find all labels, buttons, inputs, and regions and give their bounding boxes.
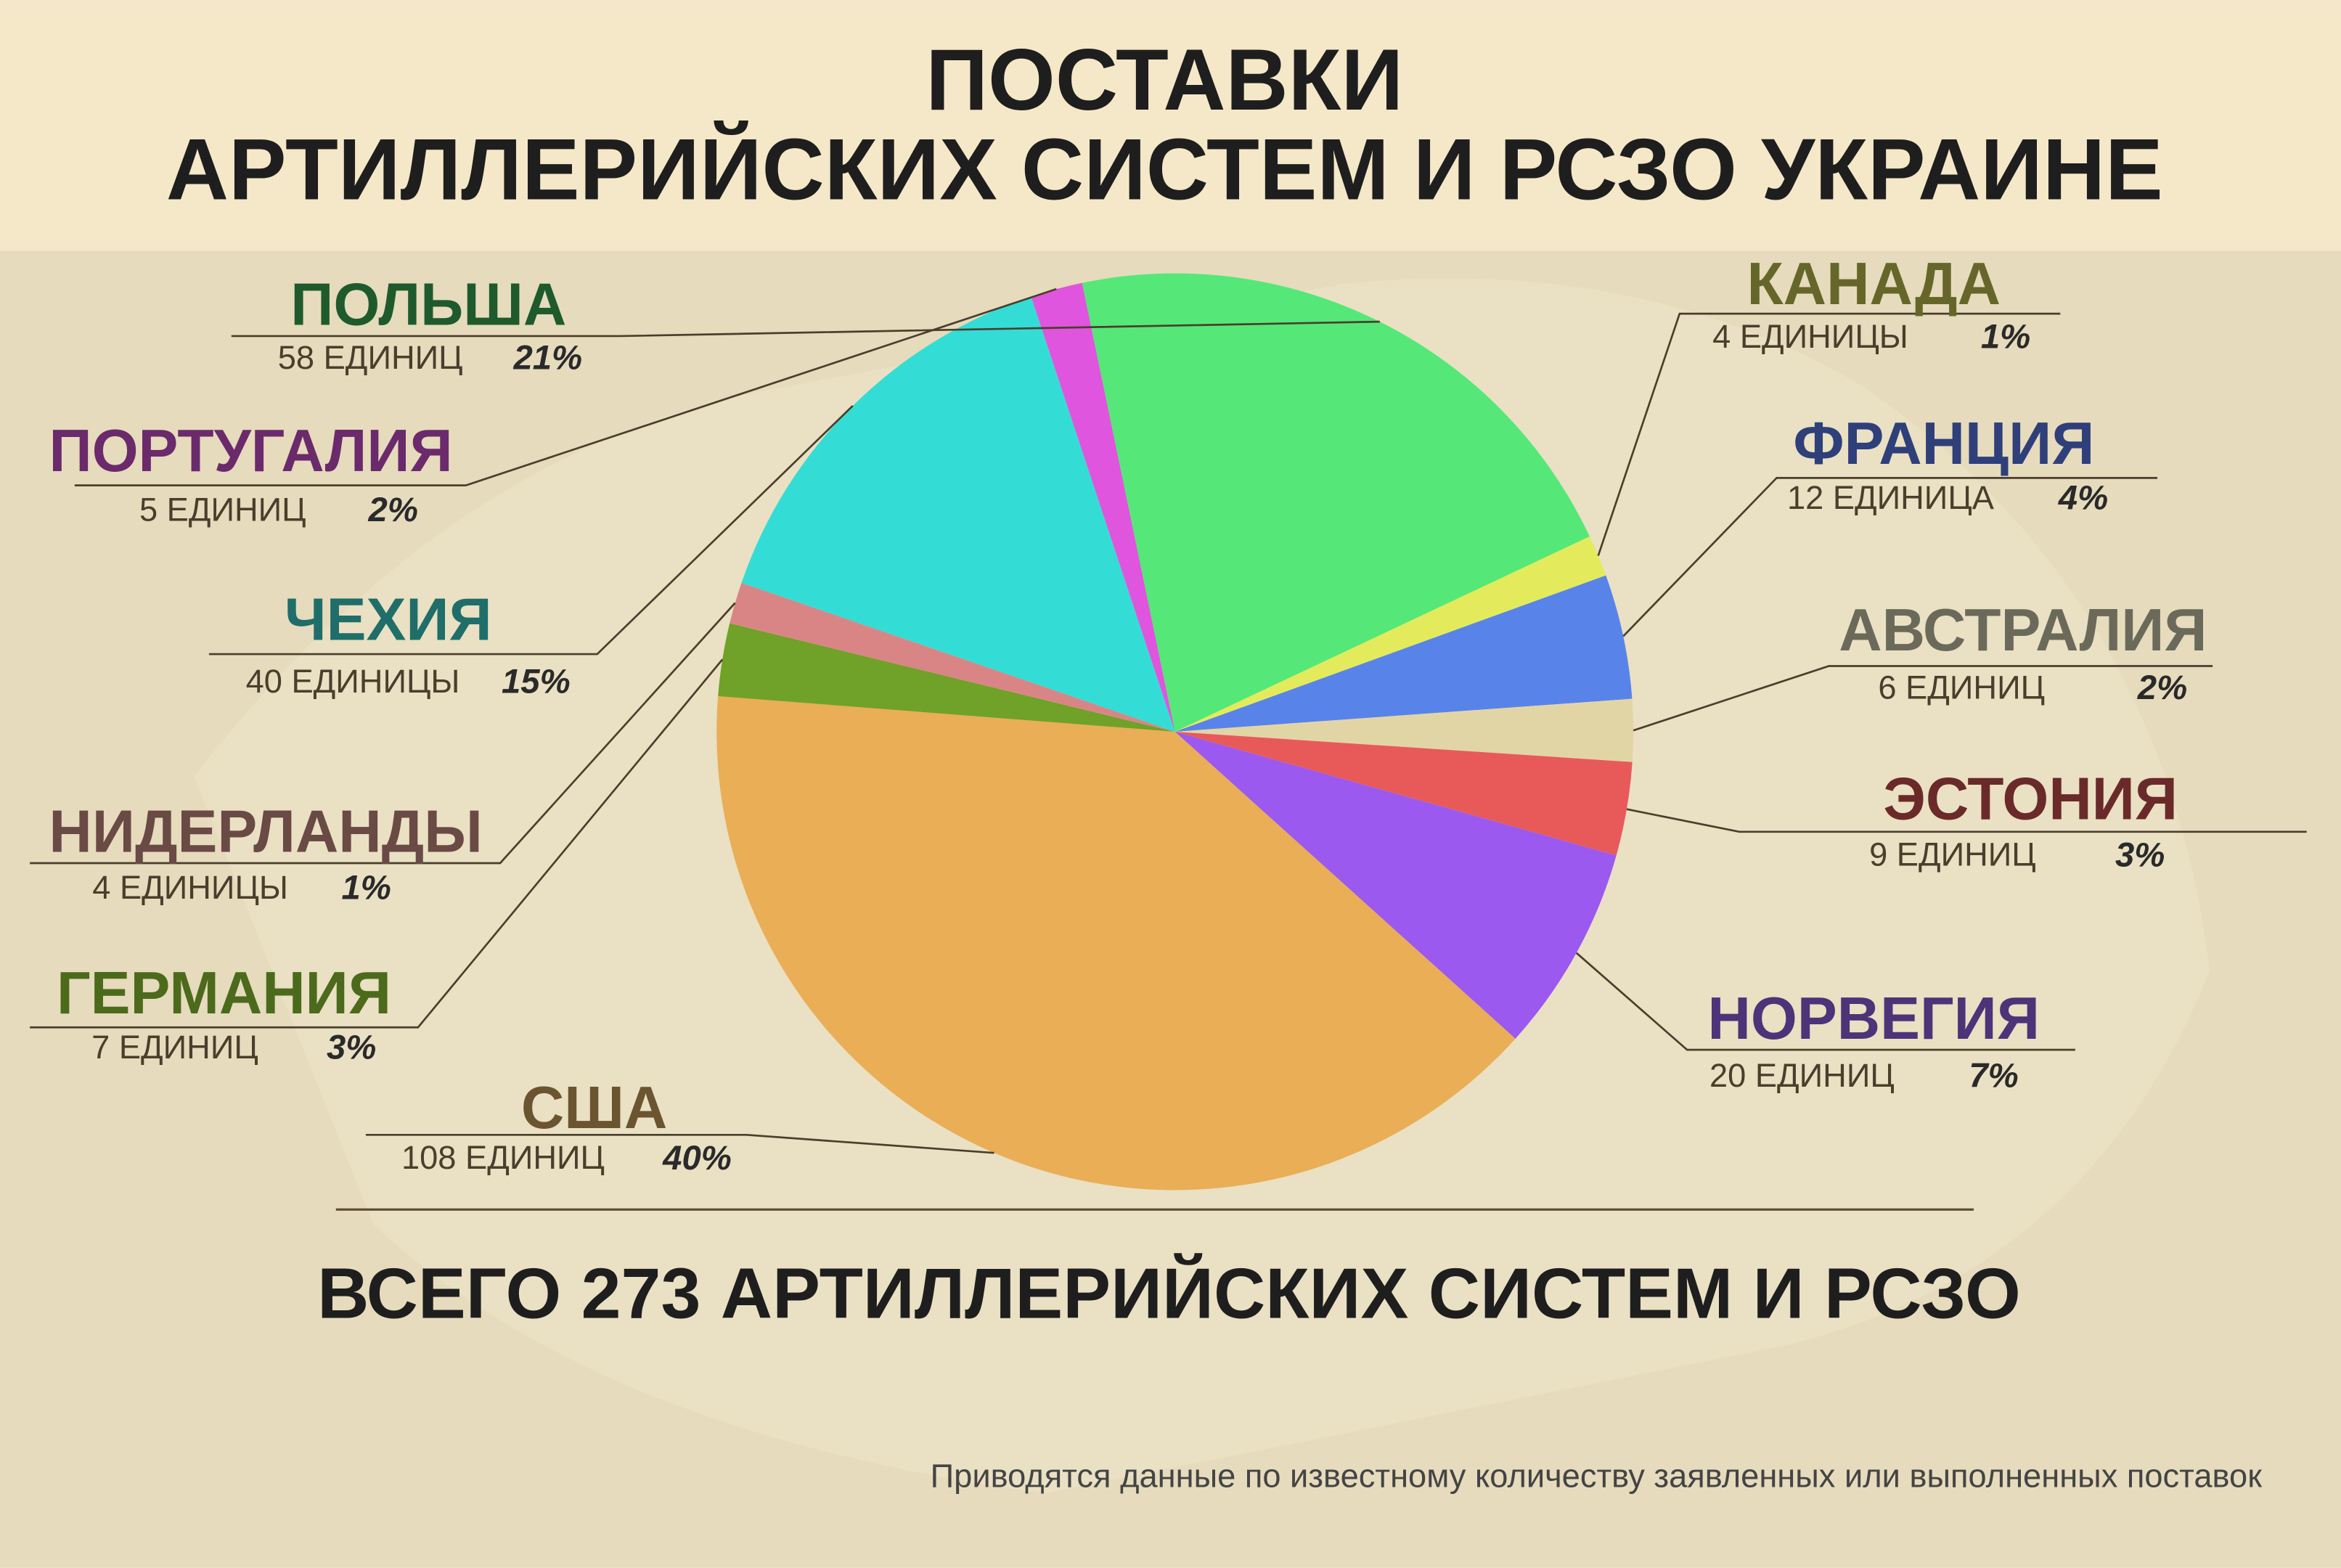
units-label: 40 ЕДИНИЦЫ xyxy=(246,663,460,700)
category-label: КАНАДА xyxy=(1746,251,2001,317)
category-label: ПОРТУГАЛИЯ xyxy=(49,418,452,484)
share-label: 3% xyxy=(327,1029,376,1067)
units-label: 4 ЕДИНИЦЫ xyxy=(1712,318,1908,355)
pie-slice xyxy=(730,582,1175,732)
share-label: 2% xyxy=(2137,669,2187,707)
pie-slice xyxy=(1174,536,1606,732)
units-label: 20 ЕДИНИЦ xyxy=(1709,1057,1895,1094)
header-band xyxy=(0,0,2341,251)
share-label: 1% xyxy=(1981,318,2030,356)
pie-slice xyxy=(716,695,1516,1191)
leader-line xyxy=(1622,477,2158,637)
category-label: ЭСТОНИЯ xyxy=(1883,766,2178,832)
pie-slice xyxy=(1174,575,1633,732)
share-label: 21% xyxy=(512,338,582,377)
leader-line xyxy=(74,287,1057,486)
units-label: 9 ЕДИНИЦ xyxy=(1869,836,2036,873)
pie-slice xyxy=(1082,273,1590,732)
share-label: 4% xyxy=(2058,479,2108,518)
leader-line xyxy=(1597,312,2061,556)
leader-line xyxy=(1626,808,2307,833)
leader-line xyxy=(365,1134,994,1154)
share-label: 1% xyxy=(342,869,391,907)
units-label: 7 ЕДИНИЦ xyxy=(91,1029,258,1066)
pie-slice xyxy=(1174,698,1634,762)
pie xyxy=(716,273,1634,1191)
pie-slice xyxy=(1174,732,1633,856)
share-label: 2% xyxy=(368,491,418,529)
leader-line xyxy=(30,658,724,1029)
leader-line xyxy=(1633,665,2213,732)
category-label: НИДЕРЛАНДЫ xyxy=(49,799,482,865)
leader-line xyxy=(208,404,854,656)
category-label: ГЕРМАНИЯ xyxy=(57,960,391,1026)
category-label: НОРВЕГИЯ xyxy=(1708,986,2040,1052)
category-label: АВСТРАЛИЯ xyxy=(1839,597,2207,663)
category-label: ПОЛЬША xyxy=(290,272,566,338)
pie-slice xyxy=(741,296,1175,732)
category-label: США xyxy=(521,1075,668,1141)
share-label: 40% xyxy=(662,1139,732,1177)
leader-line xyxy=(30,602,736,865)
leader-line xyxy=(231,320,1380,338)
title-line: ПОСТАВКИ xyxy=(926,32,1403,128)
share-label: 3% xyxy=(2115,836,2165,874)
total-text: ВСЕГО 273 АРТИЛЛЕРИЙСКИХ СИСТЕМ И РСЗО xyxy=(317,1254,2021,1334)
note: Приводятся данные по известному количест… xyxy=(931,1457,2263,1494)
leader-line xyxy=(1575,952,2075,1051)
category-label: ФРАНЦИЯ xyxy=(1793,411,2094,477)
pie-slice xyxy=(718,623,1175,732)
units-label: 108 ЕДИНИЦ xyxy=(401,1139,605,1176)
units-label: 58 ЕДИНИЦ xyxy=(278,339,463,376)
pie-slice xyxy=(1174,732,1617,1039)
title-line: АРТИЛЛЕРИЙСКИХ СИСТЕМ И РСЗО УКРАИНЕ xyxy=(166,121,2163,218)
units-label: 4 ЕДИНИЦЫ xyxy=(92,869,288,906)
units-label: 5 ЕДИНИЦ xyxy=(139,491,306,528)
units-label: 12 ЕДИНИЦА xyxy=(1787,479,1995,516)
share-label: 15% xyxy=(502,663,571,701)
category-label: ЧЕХИЯ xyxy=(285,587,492,653)
units-label: 6 ЕДИНИЦ xyxy=(1878,669,2045,706)
share-label: 7% xyxy=(1969,1057,2018,1095)
pie-slice xyxy=(1031,282,1175,732)
